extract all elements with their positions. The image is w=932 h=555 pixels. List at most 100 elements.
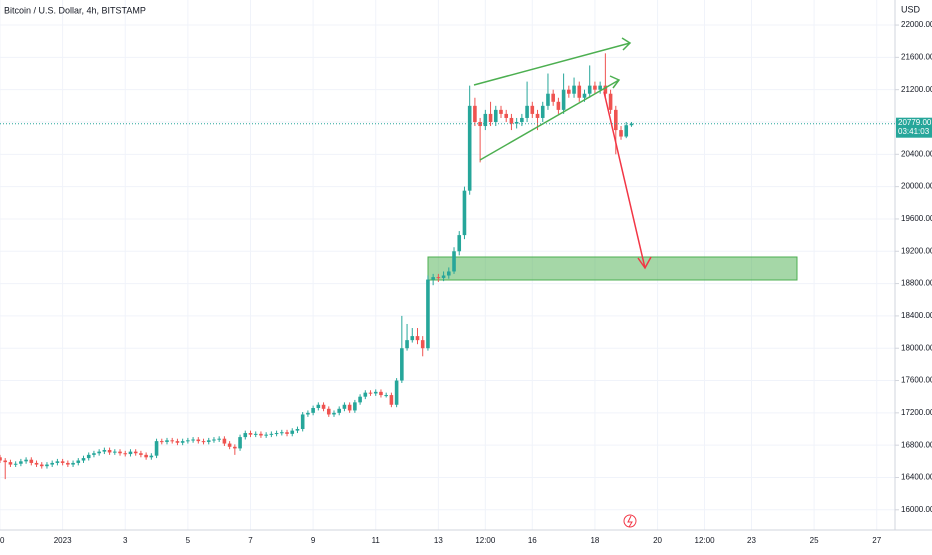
candle-body bbox=[274, 433, 279, 435]
candle-body bbox=[269, 433, 274, 435]
x-tick-label: 20 bbox=[653, 536, 662, 545]
countdown: 03:41:03 bbox=[898, 127, 930, 136]
x-tick-label: 27 bbox=[872, 536, 881, 545]
candle-body bbox=[311, 408, 315, 413]
candle-body bbox=[107, 450, 112, 453]
candle-body bbox=[373, 391, 378, 394]
y-tick-label: 16800.00 bbox=[901, 440, 932, 449]
candle-body bbox=[363, 392, 368, 397]
candle-body bbox=[567, 89, 571, 94]
y-tick-label: 19200.00 bbox=[901, 246, 932, 255]
candle-body bbox=[509, 117, 514, 124]
candle-body bbox=[535, 113, 540, 118]
candle-body bbox=[499, 109, 503, 114]
candle-body bbox=[264, 434, 268, 436]
candle-body bbox=[368, 392, 373, 394]
candle-body bbox=[139, 453, 143, 455]
candle-body bbox=[358, 396, 362, 403]
candle-body bbox=[8, 462, 13, 465]
candle-body bbox=[321, 404, 326, 409]
candle-body bbox=[253, 433, 258, 435]
candle-body bbox=[280, 432, 284, 434]
candle-body bbox=[71, 462, 75, 465]
candle-body bbox=[493, 109, 498, 122]
candle-body bbox=[285, 432, 289, 434]
candle-body bbox=[191, 439, 195, 441]
candle-body bbox=[133, 451, 138, 454]
candle-body bbox=[540, 105, 545, 118]
candle-body bbox=[206, 440, 211, 442]
candle-body bbox=[165, 440, 169, 442]
candle-body bbox=[39, 464, 44, 467]
x-tick-label: 12:00 bbox=[695, 536, 716, 545]
candle-body bbox=[154, 441, 159, 456]
candle-body bbox=[34, 462, 39, 465]
candle-body bbox=[598, 85, 602, 90]
y-tick-label: 20400.00 bbox=[901, 149, 932, 158]
candle-body bbox=[525, 105, 529, 118]
candle-body bbox=[326, 408, 331, 415]
candle-body bbox=[92, 453, 96, 455]
candle-body bbox=[238, 437, 242, 449]
candle-body bbox=[24, 459, 28, 462]
x-tick-label: 3 bbox=[123, 536, 128, 545]
y-tick-label: 21200.00 bbox=[901, 85, 932, 94]
candle-body bbox=[457, 235, 462, 252]
candle-body bbox=[436, 277, 441, 279]
candle-body bbox=[332, 412, 336, 415]
candle-body bbox=[608, 93, 613, 110]
candle-body bbox=[347, 404, 352, 411]
candle-body bbox=[619, 130, 623, 137]
candle-body bbox=[551, 93, 555, 102]
candle-body bbox=[243, 433, 248, 438]
candle-body bbox=[306, 412, 310, 415]
candle-body bbox=[587, 85, 592, 94]
candle-body bbox=[582, 93, 587, 98]
candle-body bbox=[572, 85, 576, 94]
candle-body bbox=[441, 275, 446, 278]
y-tick-label: 17200.00 bbox=[901, 408, 932, 417]
wedge-drawing bbox=[473, 37, 632, 161]
candle-body bbox=[13, 463, 18, 465]
candle-body bbox=[97, 451, 101, 454]
candle-body bbox=[170, 440, 175, 442]
candle-body bbox=[384, 395, 388, 397]
candle-body bbox=[227, 443, 232, 447]
candle-body bbox=[102, 450, 107, 452]
candle-body bbox=[201, 441, 206, 443]
candle-body bbox=[118, 451, 122, 454]
support-zone bbox=[427, 256, 798, 281]
candle-body bbox=[86, 454, 91, 459]
y-tick-label: 22000.00 bbox=[901, 20, 932, 29]
x-tick-label: 18 bbox=[590, 536, 599, 545]
x-tick-label: 12:00 bbox=[475, 536, 496, 545]
y-tick-label: 18800.00 bbox=[901, 279, 932, 288]
candle-body bbox=[520, 117, 524, 122]
y-tick-label: 21600.00 bbox=[901, 52, 932, 61]
candle-body bbox=[556, 101, 561, 110]
candle-body bbox=[290, 430, 295, 434]
candle-body bbox=[159, 441, 164, 443]
candle-body bbox=[473, 105, 477, 122]
candle-body bbox=[19, 461, 23, 464]
candle-body bbox=[248, 433, 253, 435]
replay-icon[interactable] bbox=[623, 514, 637, 528]
arrowhead bbox=[637, 256, 652, 270]
candle-body bbox=[394, 380, 399, 405]
candle-body bbox=[577, 85, 582, 98]
candle-body bbox=[603, 85, 608, 94]
candle-body bbox=[149, 455, 154, 458]
candle-body bbox=[81, 458, 86, 461]
candle-body bbox=[233, 446, 237, 449]
candle-body bbox=[447, 271, 451, 276]
candle-body bbox=[561, 89, 566, 110]
down-arrow bbox=[603, 91, 652, 270]
candle-body bbox=[504, 113, 509, 118]
y-tick-label: 16000.00 bbox=[901, 505, 932, 514]
candle-body bbox=[144, 454, 148, 458]
arrowhead bbox=[621, 37, 632, 51]
candles bbox=[0, 53, 634, 480]
x-tick-label: 7 bbox=[248, 536, 253, 545]
candle-body bbox=[488, 113, 493, 122]
